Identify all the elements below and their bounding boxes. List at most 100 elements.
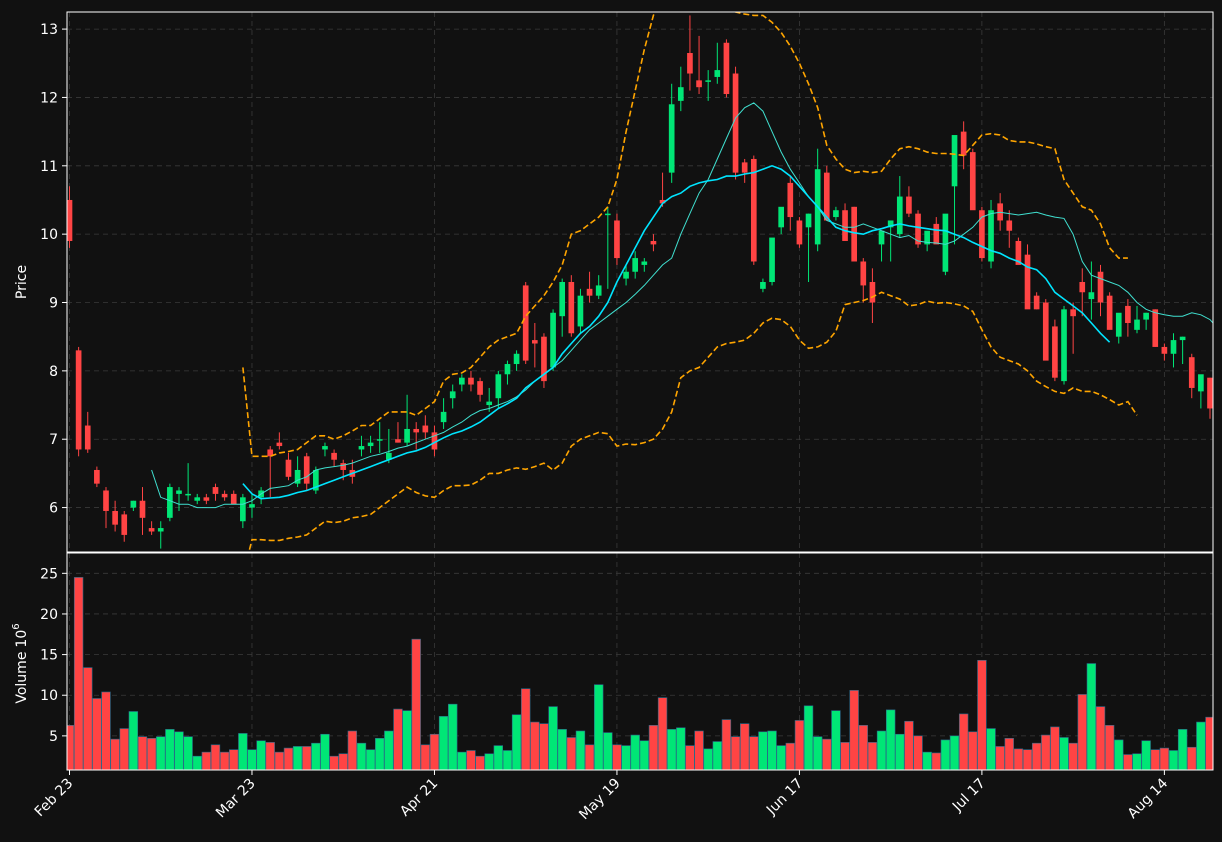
candle-body xyxy=(486,401,493,406)
volume-bar xyxy=(101,691,111,770)
candle-body xyxy=(1198,374,1204,392)
volume-bar xyxy=(165,729,175,770)
volume-bar xyxy=(1205,716,1213,770)
upper-band-line xyxy=(242,12,1128,458)
volume-bar xyxy=(749,736,759,770)
candle-body xyxy=(522,285,529,361)
candle-body xyxy=(1106,295,1113,330)
volume-bar xyxy=(1141,740,1151,770)
candle-body xyxy=(778,206,785,228)
candle-body xyxy=(340,463,347,470)
candle-body xyxy=(249,504,255,508)
candle-body xyxy=(221,493,228,498)
candle-body xyxy=(404,428,410,443)
volume-bar xyxy=(92,698,102,770)
candle-body xyxy=(732,73,739,173)
candle-body xyxy=(495,374,502,399)
candle-body xyxy=(1134,319,1140,330)
volume-bar xyxy=(429,733,440,770)
candle-body xyxy=(641,261,648,265)
volume-bar xyxy=(1168,750,1179,770)
volume-bar xyxy=(858,724,868,770)
volume-bar xyxy=(803,705,814,770)
price-tick-label: 8 xyxy=(49,364,58,380)
candle-body xyxy=(896,196,903,235)
candle-body xyxy=(431,432,438,450)
candle-body xyxy=(787,182,794,218)
candle-body xyxy=(358,446,365,450)
candle-body xyxy=(1061,309,1067,382)
volume-bar xyxy=(712,741,722,770)
candle-body xyxy=(148,528,155,532)
volume-bar xyxy=(1114,739,1124,770)
volume-bar xyxy=(1095,706,1106,770)
candle-body xyxy=(805,213,812,228)
volume-bar xyxy=(201,751,212,770)
volume-tick-label: 15 xyxy=(40,648,58,664)
volume-bar xyxy=(438,716,449,770)
volume-bar xyxy=(283,747,294,770)
volume-bar xyxy=(895,733,905,770)
candle-body xyxy=(294,469,301,484)
volume-bar xyxy=(274,751,285,770)
candle-body xyxy=(1088,292,1095,300)
candle-body xyxy=(1207,377,1213,409)
candle-body xyxy=(696,80,702,88)
price-axis-label: Price xyxy=(14,265,30,299)
candle-body xyxy=(139,500,146,518)
volume-bar xyxy=(402,710,412,770)
candle-body xyxy=(240,497,246,522)
lower-band-line xyxy=(248,291,1138,552)
volume-bar xyxy=(411,638,421,770)
candle-body xyxy=(723,42,730,95)
volume-bar xyxy=(1050,726,1060,770)
candle-body xyxy=(942,213,949,272)
volume-bar xyxy=(210,744,221,770)
price-tick-label: 7 xyxy=(49,432,58,448)
volume-bar xyxy=(521,688,531,770)
candle-body xyxy=(422,425,429,433)
candle-body xyxy=(869,282,876,303)
candle-body xyxy=(376,439,383,441)
candle-body xyxy=(94,469,100,484)
candle-body xyxy=(1015,240,1022,265)
volume-axis-label: Volume 106 xyxy=(11,623,30,703)
volume-bar xyxy=(356,742,367,770)
volume-axis-label-text: Volume xyxy=(14,652,30,704)
volume-bar xyxy=(475,755,485,770)
volume-bar xyxy=(730,736,741,770)
volume-bar xyxy=(156,736,166,770)
volume-bar xyxy=(831,710,841,770)
volume-bar xyxy=(958,713,969,770)
candle-body xyxy=(823,172,830,221)
volume-bar xyxy=(785,742,795,770)
candle-body xyxy=(915,213,921,245)
candle-body xyxy=(185,493,191,496)
candle-body xyxy=(842,210,848,241)
candle-body xyxy=(157,528,164,532)
price-tick-label: 6 xyxy=(49,501,58,517)
candle-body xyxy=(386,452,392,460)
candle-body xyxy=(659,199,666,204)
volume-bar xyxy=(110,738,120,770)
volume-bar xyxy=(502,750,513,770)
candle-body xyxy=(194,497,201,501)
candle-body xyxy=(84,425,91,450)
candle-body xyxy=(230,493,237,505)
price-tick-label: 13 xyxy=(40,22,58,38)
volume-bar xyxy=(612,744,622,770)
candle-body xyxy=(1033,295,1040,310)
volume-bar xyxy=(849,690,859,770)
volume-bar xyxy=(511,714,522,770)
candle-body xyxy=(750,158,757,262)
volume-bar xyxy=(940,739,951,770)
candle-body xyxy=(75,350,82,450)
volume-bar xyxy=(986,728,996,770)
candle-body xyxy=(887,220,894,228)
candle-body xyxy=(103,490,109,511)
volume-bar xyxy=(758,731,768,770)
candle-body xyxy=(614,220,620,259)
volume-bar xyxy=(667,729,677,770)
candle-body xyxy=(1024,254,1031,310)
candle-body xyxy=(1161,346,1168,354)
